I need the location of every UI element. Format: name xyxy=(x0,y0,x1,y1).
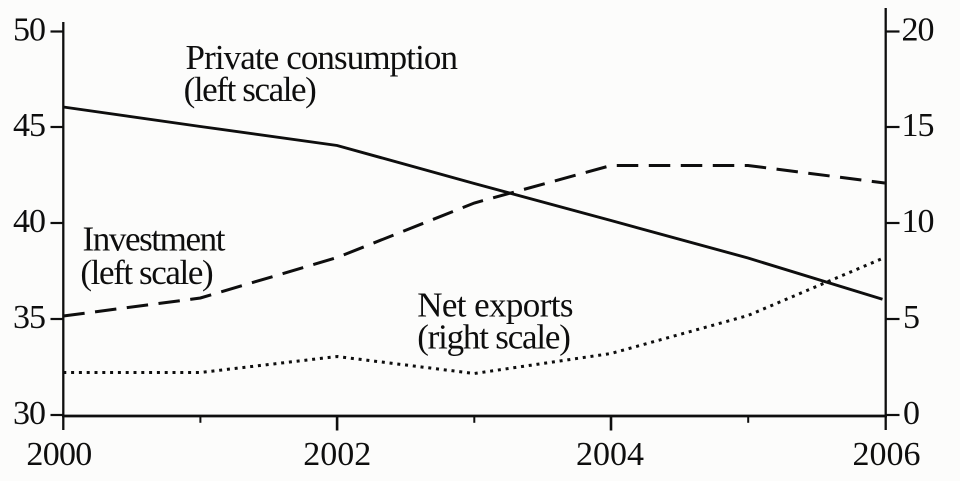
svg-text:45: 45 xyxy=(13,107,45,144)
svg-text:2000: 2000 xyxy=(26,436,91,473)
svg-text:5: 5 xyxy=(903,299,920,336)
svg-text:10: 10 xyxy=(902,203,934,240)
svg-text:30: 30 xyxy=(13,395,45,432)
svg-text:(right scale): (right scale) xyxy=(417,317,570,356)
svg-text:35: 35 xyxy=(13,299,45,336)
svg-text:2002: 2002 xyxy=(303,436,371,473)
svg-text:40: 40 xyxy=(13,203,45,240)
svg-text:2006: 2006 xyxy=(853,436,921,473)
svg-text:50: 50 xyxy=(13,11,45,48)
svg-text:0: 0 xyxy=(903,395,920,432)
svg-text:20: 20 xyxy=(902,11,934,48)
svg-text:(left scale): (left scale) xyxy=(80,253,213,292)
svg-text:(left scale): (left scale) xyxy=(184,70,317,109)
svg-text:15: 15 xyxy=(902,107,934,144)
svg-text:2004: 2004 xyxy=(576,436,644,473)
svg-text:Private consumption: Private consumption xyxy=(186,38,458,77)
svg-text:Investment: Investment xyxy=(83,219,226,258)
svg-text:Net exports: Net exports xyxy=(417,285,573,324)
